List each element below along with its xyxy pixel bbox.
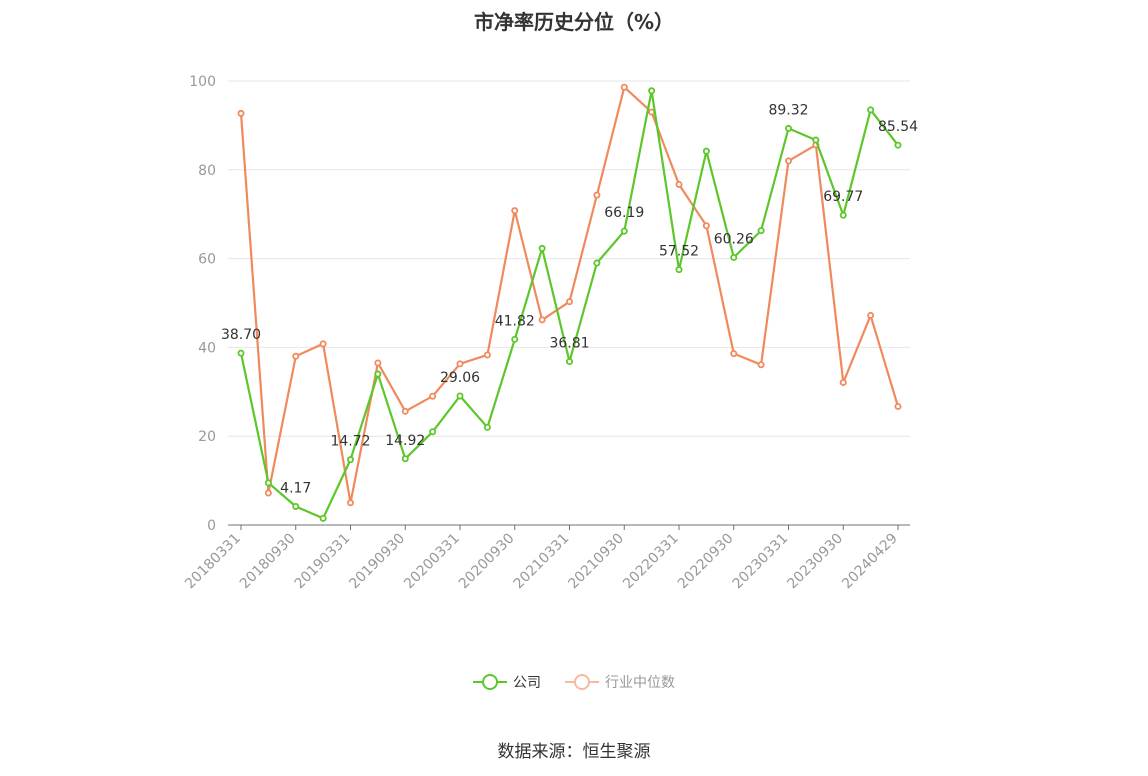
x-tick-label-20180331: 20180331 — [182, 531, 244, 593]
series-0-point-20201231 — [538, 244, 546, 252]
series-1-point-20180630 — [264, 489, 272, 497]
data-label-20230930: 69.77 — [823, 189, 863, 205]
series-0-point-20220331 — [675, 266, 683, 274]
series-0-point-20181231 — [319, 514, 327, 522]
series-1-point-20210331 — [566, 298, 574, 306]
series-1-point-20230331 — [785, 157, 793, 165]
series-0-point-20231231 — [867, 106, 875, 114]
series-0-point-20200630 — [483, 423, 491, 431]
y-tick-label-100: 100 — [189, 74, 216, 90]
series-0-point-20230630 — [812, 136, 820, 144]
data-label-20220930: 60.26 — [714, 231, 754, 247]
data-label-20200930: 41.82 — [495, 313, 535, 329]
series-1-point-20181231 — [319, 340, 327, 348]
series-0-point-20200331 — [456, 392, 464, 400]
data-label-20190930: 14.92 — [385, 433, 425, 449]
data-label-20200331: 29.06 — [440, 370, 480, 386]
x-tick-label-20240429: 20240429 — [839, 531, 901, 593]
series-0-point-20210630 — [593, 259, 601, 267]
series-1-point-20210630 — [593, 191, 601, 199]
series-0-point-20230930 — [839, 211, 847, 219]
series-0-point-20190930 — [401, 455, 409, 463]
series-0-point-20190630 — [374, 370, 382, 378]
legend-item-company[interactable]: 公司 — [473, 672, 541, 692]
series-1-point-20180331 — [237, 109, 245, 117]
series-1-point-20190331 — [346, 499, 354, 507]
series-0-point-20190331 — [346, 456, 354, 464]
series-1-point-20240429 — [894, 402, 902, 410]
series-1-point-20200630 — [483, 351, 491, 359]
series-1-point-20220930 — [730, 350, 738, 358]
series-1-point-20210930 — [620, 83, 628, 91]
data-label-20180331: 38.70 — [221, 327, 261, 343]
series-1-point-20230930 — [839, 378, 847, 386]
series-1-point-20180930 — [292, 352, 300, 360]
y-tick-label-80: 80 — [198, 163, 216, 179]
y-tick-label-20: 20 — [198, 429, 216, 445]
series-0-point-20210331 — [566, 358, 574, 366]
x-tick-label-20200331: 20200331 — [401, 531, 463, 593]
x-tick-label-20230930: 20230930 — [784, 531, 846, 593]
series-1-point-20221231 — [757, 361, 765, 369]
legend-industry-label: 行业中位数 — [605, 675, 675, 691]
series-0-point-20220630 — [702, 147, 710, 155]
series-0-point-20221231 — [757, 227, 765, 235]
x-tick-label-20220930: 20220930 — [675, 531, 737, 593]
chart-title: 市净率历史分位（%） — [473, 10, 675, 34]
data-label-20180930: 4.17 — [280, 480, 311, 496]
y-tick-label-40: 40 — [198, 340, 216, 356]
y-tick-label-0: 0 — [207, 518, 216, 534]
series-0-point-20191231 — [429, 428, 437, 436]
data-label-20230331: 89.32 — [768, 102, 808, 118]
series-1-point-20200331 — [456, 360, 464, 368]
series-0-point-20200930 — [511, 335, 519, 343]
series-0-point-20180630 — [264, 479, 272, 487]
x-tick-label-20230331: 20230331 — [730, 531, 792, 593]
data-label-20190331: 14.72 — [330, 434, 370, 450]
series-1-point-20200930 — [511, 207, 519, 215]
series-1-point-20220630 — [702, 222, 710, 230]
x-tick-label-20190331: 20190331 — [292, 531, 354, 593]
x-tick-label-20190930: 20190930 — [346, 531, 408, 593]
data-label-20240429: 85.54 — [878, 119, 918, 135]
series-1-point-20190930 — [401, 407, 409, 415]
y-tick-label-60: 60 — [198, 252, 216, 268]
data-label-20210331: 36.81 — [549, 336, 589, 352]
data-source-note: 数据来源：恒生聚源 — [497, 742, 651, 762]
series-0-point-20240429 — [894, 141, 902, 149]
x-tick-label-20200930: 20200930 — [456, 531, 518, 593]
series-0-point-20211231 — [648, 87, 656, 95]
x-tick-label-20180930: 20180930 — [237, 531, 299, 593]
series-1-point-20220331 — [675, 180, 683, 188]
x-tick-label-20210930: 20210930 — [565, 531, 627, 593]
legend-industry-line-icon — [565, 674, 599, 690]
data-label-20220331: 57.52 — [659, 244, 699, 260]
legend-item-industry-median[interactable]: 行业中位数 — [565, 672, 675, 692]
series-1-point-20211231 — [648, 108, 656, 116]
legend-company-label: 公司 — [513, 675, 541, 691]
series-0-point-20220930 — [730, 253, 738, 261]
series-1-point-20201231 — [538, 316, 546, 324]
series-0-point-20210930 — [620, 227, 628, 235]
x-tick-label-20220331: 20220331 — [620, 531, 682, 593]
series-1-point-20191231 — [429, 392, 437, 400]
series-1-point-20231231 — [867, 311, 875, 319]
series-1-point-20190630 — [374, 359, 382, 367]
legend-company-line-icon — [473, 674, 507, 690]
x-tick-label-20210331: 20210331 — [511, 531, 573, 593]
series-0-point-20180930 — [292, 502, 300, 510]
legend: 公司 行业中位数 — [0, 672, 1148, 692]
data-label-20210930: 66.19 — [604, 205, 644, 221]
series-0-point-20180331 — [237, 349, 245, 357]
series-0-point-20230331 — [785, 124, 793, 132]
